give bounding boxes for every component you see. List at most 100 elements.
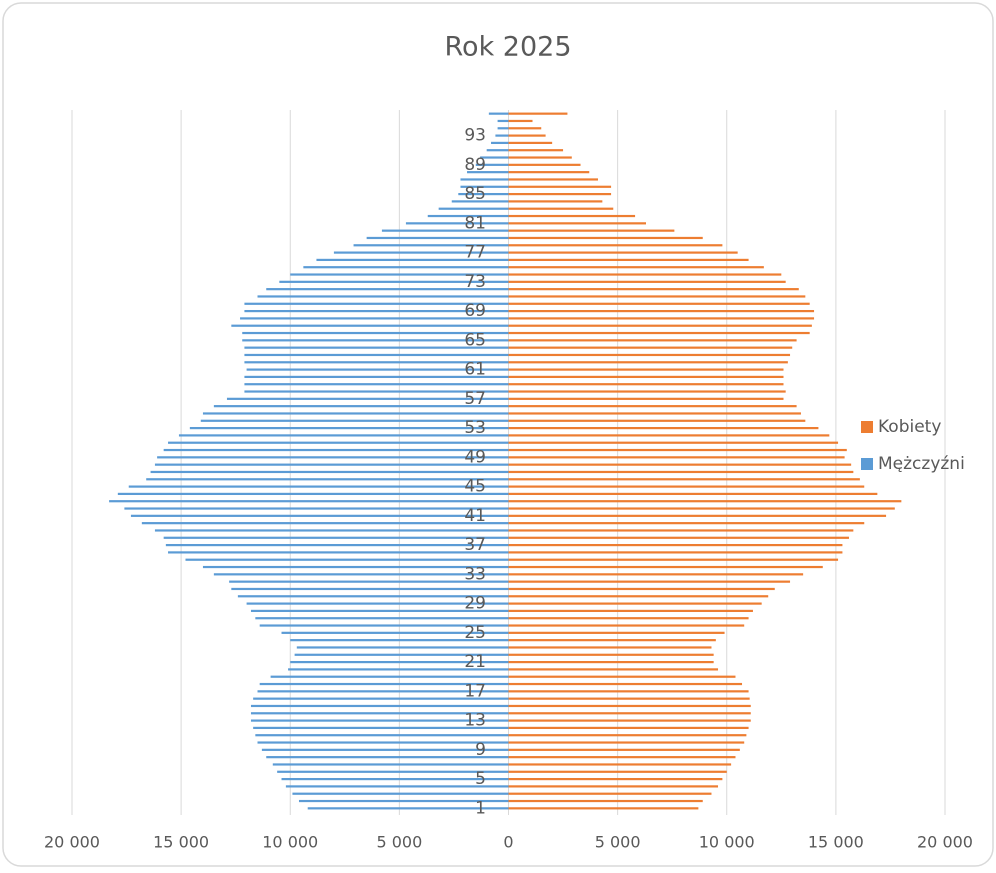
bar (427, 214, 509, 218)
bar (381, 229, 509, 232)
y-tick-label: 53 (464, 418, 486, 438)
chart-title: Rok 2025 (445, 32, 572, 63)
y-tick-label: 5 (475, 769, 486, 789)
bar (508, 712, 751, 715)
bar (508, 463, 852, 466)
bar (508, 346, 793, 349)
bar (508, 756, 736, 759)
bar (508, 112, 568, 115)
bar (508, 492, 878, 496)
bar (508, 273, 782, 276)
bar (508, 777, 723, 781)
bar (231, 587, 509, 591)
bar (213, 405, 509, 408)
y-tick-label: 85 (464, 184, 486, 204)
bar (242, 339, 509, 342)
bar (124, 507, 509, 510)
bar (508, 514, 887, 517)
bar (508, 565, 823, 569)
bar (508, 317, 815, 320)
bar (508, 573, 804, 576)
y-tick-label: 37 (464, 535, 486, 555)
bar (508, 602, 762, 605)
bar (244, 353, 509, 357)
bar (202, 565, 509, 569)
bar (259, 682, 509, 686)
x-tick-label: 10 000 (699, 833, 755, 852)
bar (109, 500, 509, 503)
bar (508, 127, 542, 130)
bar (451, 200, 509, 203)
bar (508, 485, 865, 488)
bar (508, 682, 743, 686)
bar (244, 302, 509, 305)
y-tick-label: 93 (464, 126, 486, 146)
bar (508, 222, 646, 225)
bar (508, 704, 751, 708)
bar (508, 302, 810, 305)
bar (237, 595, 509, 598)
bar (508, 295, 806, 298)
bar (163, 536, 509, 539)
grid (71, 110, 946, 815)
bar (508, 748, 740, 751)
bar (467, 171, 509, 174)
x-tick-label: 5 000 (376, 833, 422, 852)
bar (508, 251, 738, 254)
bar (508, 536, 849, 539)
bar (294, 653, 509, 656)
bar (508, 734, 747, 737)
bar (213, 573, 509, 576)
bar (316, 258, 509, 262)
y-tick-label: 21 (464, 652, 486, 672)
bar (508, 609, 753, 613)
bar (508, 163, 581, 166)
bar (508, 763, 732, 766)
bar (488, 112, 509, 115)
bar (508, 785, 719, 788)
bar (508, 624, 745, 627)
y-tick-label: 81 (464, 213, 486, 233)
bar (508, 741, 745, 744)
bar (508, 390, 786, 393)
bar (231, 324, 509, 327)
bar (508, 770, 727, 773)
bar (163, 448, 509, 452)
bar (168, 441, 509, 444)
bar (366, 236, 509, 240)
y-tick-label: 57 (464, 389, 486, 409)
bar (508, 653, 714, 656)
bar (497, 119, 509, 123)
bar (200, 419, 509, 422)
y-tick-label: 29 (464, 594, 486, 614)
bar (508, 646, 712, 649)
bar (202, 412, 509, 415)
bar (281, 631, 509, 634)
bar (508, 185, 612, 188)
bar (508, 529, 854, 532)
bar (508, 690, 749, 693)
y-tick-label: 13 (464, 711, 486, 731)
bar (508, 478, 860, 481)
bar (128, 485, 509, 488)
x-tick-label: 20 000 (44, 833, 100, 852)
bar (508, 441, 839, 444)
bar (250, 719, 509, 722)
bar (255, 617, 509, 620)
bar (279, 280, 509, 283)
bar (292, 792, 509, 795)
bar (508, 434, 830, 437)
bar (508, 792, 712, 795)
bar (353, 244, 509, 247)
bar (508, 309, 815, 313)
bar (290, 273, 509, 276)
bar (508, 178, 598, 181)
bar (270, 675, 509, 678)
bar (141, 522, 509, 525)
y-tick-label: 33 (464, 564, 486, 584)
bar (508, 617, 749, 620)
bar (508, 799, 703, 803)
x-tick-label: 20 000 (917, 833, 973, 852)
